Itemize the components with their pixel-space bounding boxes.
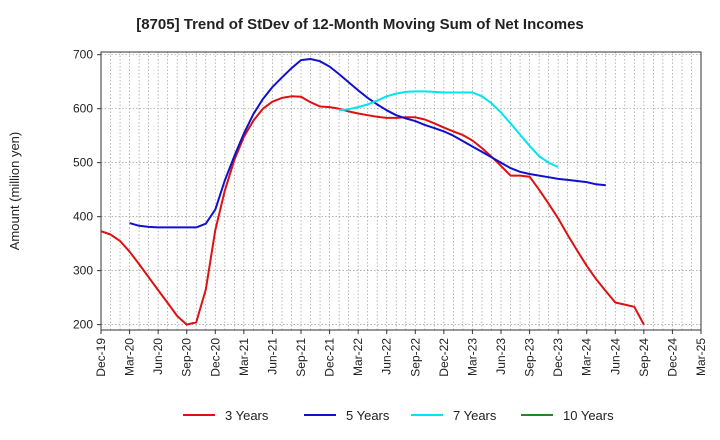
y-tick-label: 600 [73,102,93,116]
y-tick-label: 700 [73,48,93,62]
series-line-1 [100,95,645,326]
x-tick-label: Mar-21 [237,338,251,376]
chart-title: [8705] Trend of StDev of 12-Month Moving… [136,16,584,33]
legend-label-1: 3 Years [225,408,269,423]
legend-label-4: 10 Years [563,408,614,423]
x-tick-label: Mar-24 [580,338,594,376]
legend-label-3: 7 Years [453,408,497,423]
y-tick-label: 500 [73,156,93,170]
plot-border [100,51,702,331]
y-tick-label: 400 [73,210,93,224]
x-tick-label: Mar-25 [694,338,708,376]
x-tick-label: Dec-24 [665,338,679,377]
y-tick-label: 300 [73,264,93,278]
x-tick-label: Jun-21 [265,338,279,375]
x-tick-label: Sep-23 [523,338,537,377]
series-line-2 [129,58,606,229]
x-tick-label: Dec-22 [437,338,451,377]
legend-label-2: 5 Years [346,408,390,423]
x-tick-label: Jun-24 [608,338,622,375]
x-tick-label: Sep-20 [180,338,194,377]
x-tick-label: Jun-20 [151,338,165,375]
x-tick-label: Mar-23 [465,338,479,376]
x-tick-label: Dec-19 [94,338,108,377]
x-tick-label: Sep-22 [408,338,422,377]
y-tick-label: 200 [73,318,93,332]
x-tick-label: Sep-24 [637,338,651,377]
x-tick-label: Mar-22 [351,338,365,376]
x-tick-label: Dec-20 [208,338,222,377]
x-tick-label: Sep-21 [294,338,308,377]
x-tick-label: Mar-20 [123,338,137,376]
x-tick-label: Dec-23 [551,338,565,377]
x-tick-label: Jun-22 [380,338,394,375]
series-line-3 [338,90,559,168]
x-tick-label: Dec-21 [323,338,337,377]
y-axis-title: Amount (million yen) [7,132,22,251]
x-tick-label: Jun-23 [494,338,508,375]
